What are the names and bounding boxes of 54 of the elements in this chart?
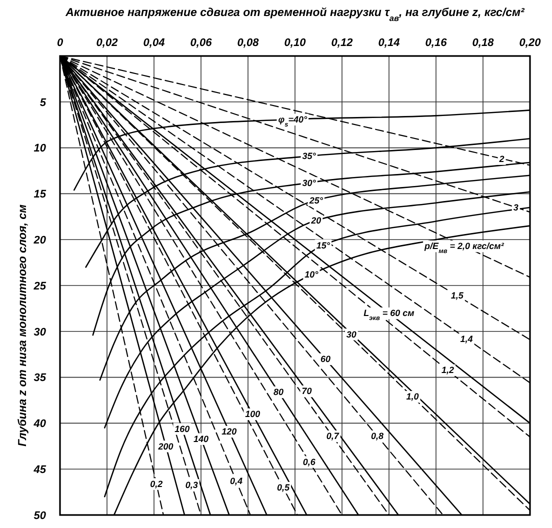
annotation: 0,6 <box>302 456 316 467</box>
annotation: φ$_{s}$=40° <box>278 114 308 128</box>
annotation: 120 <box>222 426 237 437</box>
x-tick-label: 0,16 <box>425 37 448 49</box>
annotation: 80 <box>274 387 284 398</box>
annotation: 1,5 <box>450 290 464 301</box>
annotation: 0,3 <box>185 480 198 490</box>
x-tick-label: 0,04 <box>143 37 165 49</box>
annotation: 1,0 <box>406 392 419 402</box>
y-tick-label: 50 <box>34 510 47 522</box>
annotation: 3 <box>513 202 518 213</box>
x-tick-label: 0,08 <box>237 37 260 49</box>
annotation: 160 <box>174 424 190 434</box>
y-tick-label: 5 <box>40 96 47 109</box>
x-axis-title: Активное напряжение сдвига от временной нагрузки τ$_{ав}$, на глубине z, кгс/см² <box>64 7 526 22</box>
annotation: 60 <box>320 354 331 364</box>
annotation: 0,2 <box>150 478 163 489</box>
y-tick-label: 10 <box>34 142 47 155</box>
annotation: 0,8 <box>370 431 384 442</box>
y-axis-title: Глубина z от низа монолитного слоя, см <box>17 204 29 447</box>
y-tick-label: 40 <box>32 418 47 430</box>
x-tick-label: 0,20 <box>519 37 542 49</box>
annotation: 1,4 <box>460 334 473 344</box>
y-tick-label: 25 <box>32 280 47 292</box>
annotation: 30 <box>346 329 356 340</box>
annotation: 200 <box>157 441 174 452</box>
x-tick-label: 0,06 <box>190 37 213 49</box>
x-tick-label: 0 <box>56 37 64 49</box>
y-tick-label: 30 <box>34 326 47 338</box>
annotation: 20 <box>310 215 322 226</box>
x-tick-label: 0,14 <box>378 37 400 49</box>
y-tick-label: 20 <box>32 234 47 246</box>
annotation: 1,2 <box>441 365 454 376</box>
annotation: 10° <box>304 270 319 280</box>
annotation: 2 <box>498 154 504 164</box>
annotation: p/E$_{мв}$ = 2,0 кгс/см² <box>424 241 505 255</box>
annotation: 140 <box>193 434 209 444</box>
annotation: 0,5 <box>276 482 290 493</box>
annotation: 70 <box>302 386 312 396</box>
annotation: L$_{экв}$ = 60 см <box>364 308 415 322</box>
annotation: 30° <box>302 178 316 188</box>
x-tick-label: 0,10 <box>284 37 307 49</box>
x-tick-label: 0,02 <box>96 37 118 49</box>
y-tick-label: 15 <box>34 188 47 201</box>
annotation: 0,4 <box>230 476 243 486</box>
annotation: 100 <box>245 409 260 420</box>
annotation: 25° <box>308 195 324 206</box>
annotation: 15° <box>316 240 330 250</box>
annotation: 0,7 <box>326 431 340 442</box>
x-tick-label: 0,18 <box>472 37 495 49</box>
x-tick-label: 0,12 <box>331 37 353 49</box>
y-tick-label: 35 <box>34 372 47 384</box>
y-tick-label: 45 <box>32 464 47 476</box>
annotation: 35° <box>302 151 316 162</box>
